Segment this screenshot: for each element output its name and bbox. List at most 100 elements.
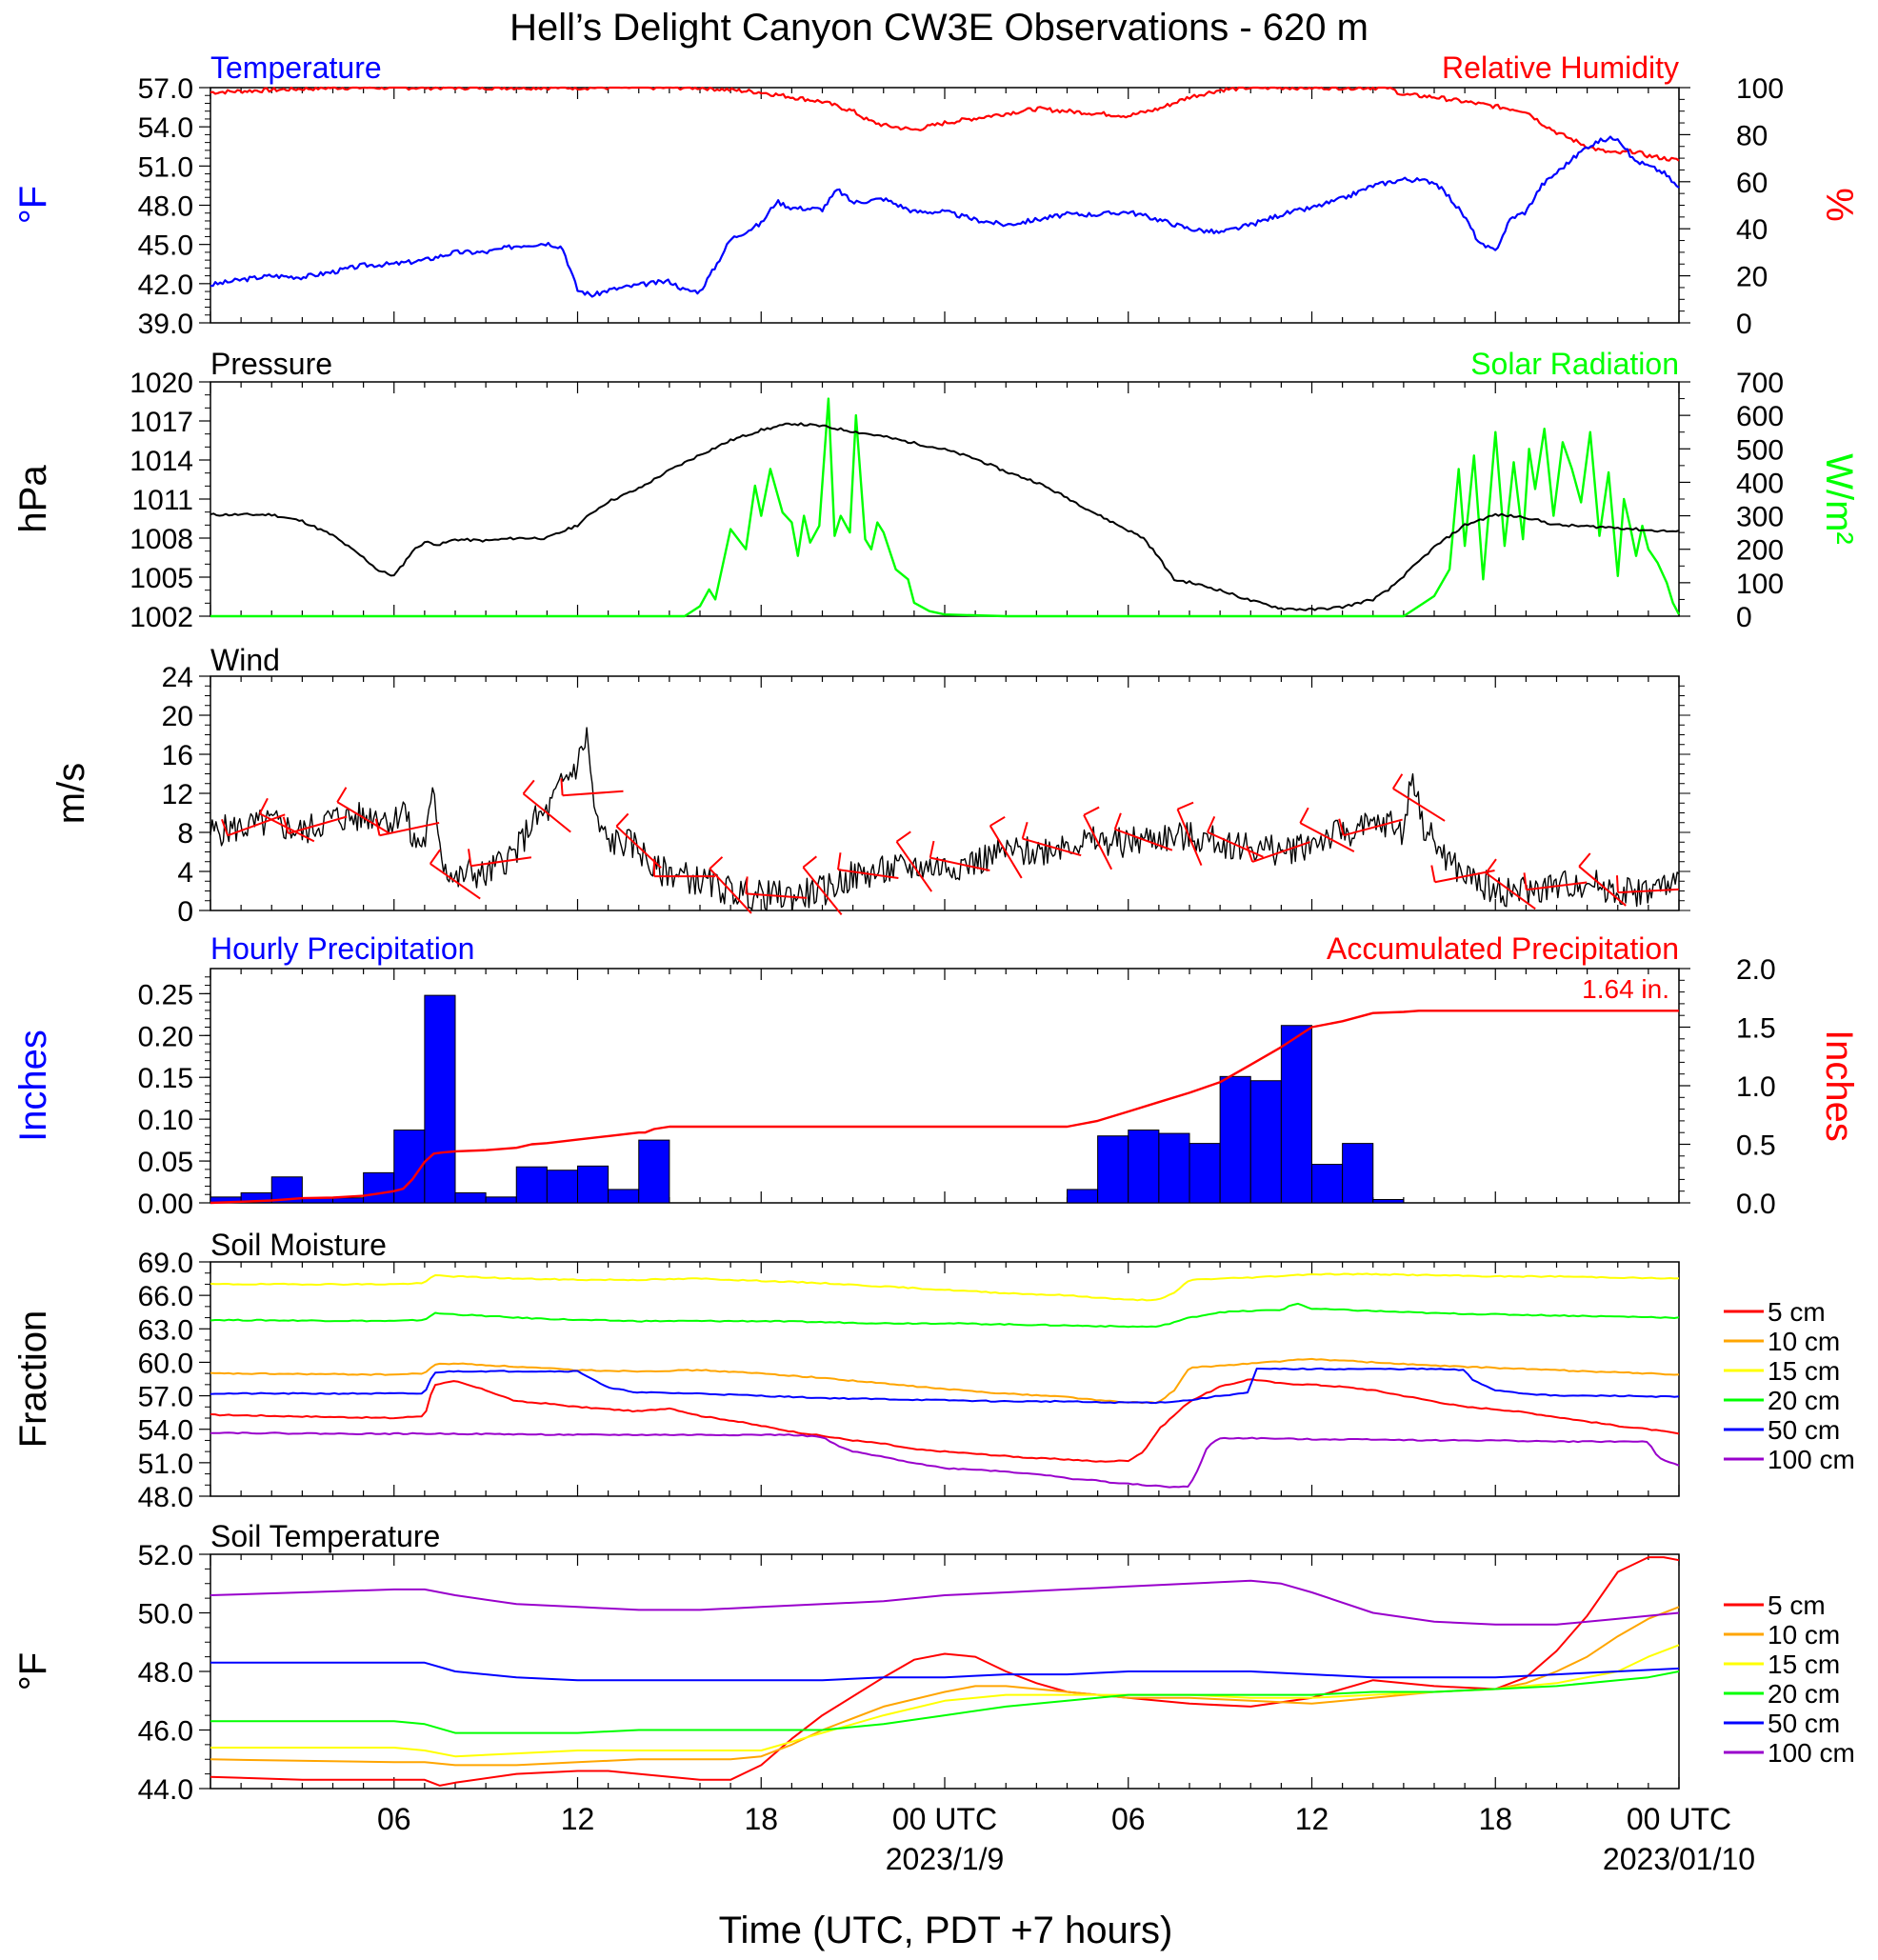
accum-y2-tick-label: 0.5	[1736, 1130, 1776, 1162]
soil-temperature-legend-label: 5 cm	[1768, 1590, 1826, 1620]
pressure-y-tick-label: 1014	[130, 446, 193, 477]
pressure-y-tick-label: 1005	[130, 563, 193, 594]
wind-barb-flag	[1615, 875, 1619, 893]
wind-barb-flag	[895, 830, 911, 843]
soil-moisture-legend-label: 5 cm	[1768, 1297, 1826, 1327]
wind-barb-flag	[745, 876, 749, 894]
hourly-precip-bar	[485, 1196, 517, 1204]
pressure-y-tick-label: 1020	[130, 368, 193, 399]
wind-barb-flag	[1430, 865, 1436, 883]
soil-temperature-legend-label: 10 cm	[1768, 1620, 1840, 1650]
hourly-precip-bar	[1219, 1075, 1251, 1204]
soil-moist-y-tick-label: 54.0	[138, 1415, 193, 1447]
wind-barb	[1392, 788, 1446, 822]
x-date-label: 2023/1/9	[886, 1842, 1005, 1876]
x-tick-label: 12	[561, 1802, 595, 1836]
wind-barb	[1083, 814, 1113, 870]
soil-moisture-line-10cm	[210, 1357, 1680, 1405]
hourly-precip-bar	[1128, 1130, 1160, 1204]
panel-precip: 0.00 0.05 0.10 0.15 0.20 0.25 0.0 0.5 1.0 1.5 2.0 1…	[12, 931, 1860, 1220]
hourly-precip-bar	[1280, 1025, 1312, 1204]
temp-y-tick-label: 42.0	[138, 270, 193, 301]
soil-moisture-line-5cm	[210, 1378, 1680, 1463]
x-tick-label: 06	[1111, 1802, 1146, 1836]
wind-barb	[1114, 828, 1173, 851]
soil-temperature-unit-label: °F	[12, 1652, 54, 1690]
wind-barb	[746, 892, 808, 899]
rh-y2-tick-label: 60	[1736, 168, 1768, 199]
wind-y-tick-label: 12	[162, 779, 193, 810]
x-axis-title: Time (UTC, PDT +7 hours)	[719, 1910, 1173, 1951]
wind-y-tick-label: 8	[177, 818, 193, 850]
x-tick-label: 18	[1478, 1802, 1512, 1836]
soil-moist-y-tick-label: 48.0	[138, 1482, 193, 1513]
hourly-precip-bar	[332, 1197, 365, 1204]
temp-y-tick-label: 39.0	[138, 309, 193, 340]
wind-barb	[989, 825, 1023, 879]
wind-barb	[1207, 830, 1264, 858]
precip-y-tick-label: 0.15	[138, 1063, 193, 1094]
soil-temp-y-tick-label: 48.0	[138, 1657, 193, 1689]
hourly-precip-bar	[454, 1191, 487, 1204]
wind-barb-flag	[1299, 807, 1309, 824]
solar-y2-tick-label: 700	[1736, 368, 1784, 399]
wind-barb-flag	[522, 779, 535, 794]
wind-barb	[802, 867, 843, 915]
wind-barb	[929, 856, 990, 871]
panel-soil-moisture: 48.051.054.057.060.063.066.069.0 Soil Moi…	[12, 1228, 1855, 1513]
soil-moisture-unit-label: Fraction	[12, 1310, 54, 1449]
wind-barb-flag	[374, 818, 381, 836]
solar-y2-tick-label: 0	[1736, 602, 1752, 633]
x-tick-label: 00 UTC	[1627, 1802, 1731, 1836]
soil-moist-y-tick-label: 69.0	[138, 1248, 193, 1279]
panel-temp-rh: 39.0 42.0 45.0 48.0 51.0 54.0 57.0 0 20 40 60 80 100…	[12, 50, 1860, 340]
temp-y-tick-label: 57.0	[138, 73, 193, 105]
wind-frame	[210, 675, 1680, 911]
soil-moist-y-tick-label: 63.0	[138, 1314, 193, 1346]
wind-barb-flag	[1391, 773, 1404, 790]
solar-title: Solar Radiation	[1470, 347, 1679, 381]
hourly-precip-bar	[515, 1166, 548, 1204]
accum-y2-tick-label: 2.0	[1736, 954, 1776, 986]
precip-y-tick-label: 0.25	[138, 979, 193, 1010]
wind-y-tick-label: 24	[162, 662, 193, 693]
soil-moist-y-tick-label: 60.0	[138, 1348, 193, 1379]
accum-y2-tick-label: 0.0	[1736, 1189, 1776, 1220]
soil-temperature-legend-label: 20 cm	[1768, 1679, 1840, 1709]
rh-series-line	[210, 86, 1680, 162]
hourly-precip-bar	[1158, 1132, 1190, 1204]
hourly-precip-bar	[1342, 1143, 1374, 1204]
x-tick-label: 12	[1295, 1802, 1329, 1836]
x-tick-label: 00 UTC	[892, 1802, 997, 1836]
hourly-precip-bar	[393, 1130, 426, 1204]
hourly-precip-title: Hourly Precipitation	[210, 931, 474, 966]
soil-temp-y-tick-label: 44.0	[138, 1774, 193, 1806]
hourly-precip-bar	[638, 1139, 670, 1204]
soil-moisture-legend-label: 10 cm	[1768, 1327, 1840, 1356]
panel-soil-temp: 44.0 46.0 48.0 50.0 52.0 Soil Temperature °F 5 …	[12, 1519, 1855, 1806]
soil-moisture-line-100cm	[210, 1431, 1680, 1489]
soil-temperature-line-100cm	[210, 1579, 1680, 1626]
wind-barb-flag	[282, 816, 290, 834]
soil-temp-y-tick-label: 50.0	[138, 1599, 193, 1630]
wind-barb	[470, 856, 532, 868]
precip-y-tick-label: 0.10	[138, 1105, 193, 1136]
pressure-series-line	[210, 422, 1680, 611]
x-tick-label: 06	[377, 1802, 411, 1836]
soil-temperature-line-5cm	[210, 1556, 1680, 1787]
pressure-y-tick-label: 1017	[130, 407, 193, 438]
wind-barb-flag	[837, 852, 842, 870]
pressure-y-tick-label: 1002	[130, 602, 193, 633]
solar-y2-tick-label: 200	[1736, 535, 1784, 567]
precip-y-tick-label: 0.00	[138, 1189, 193, 1220]
hourly-precip-bar	[1189, 1143, 1221, 1204]
pres-solar-frame	[210, 381, 1680, 617]
wind-y-tick-label: 16	[162, 740, 193, 771]
rh-y2-tick-label: 80	[1736, 120, 1768, 151]
hourly-precip-bar	[1372, 1198, 1405, 1204]
soil-temperature-legend-label: 50 cm	[1768, 1709, 1840, 1738]
soil-temperature-line-20cm	[210, 1670, 1680, 1734]
pressure-y-tick-label: 1008	[130, 524, 193, 555]
precip-y-tick-label: 0.05	[138, 1147, 193, 1178]
soil-moisture-line-20cm	[210, 1302, 1680, 1329]
